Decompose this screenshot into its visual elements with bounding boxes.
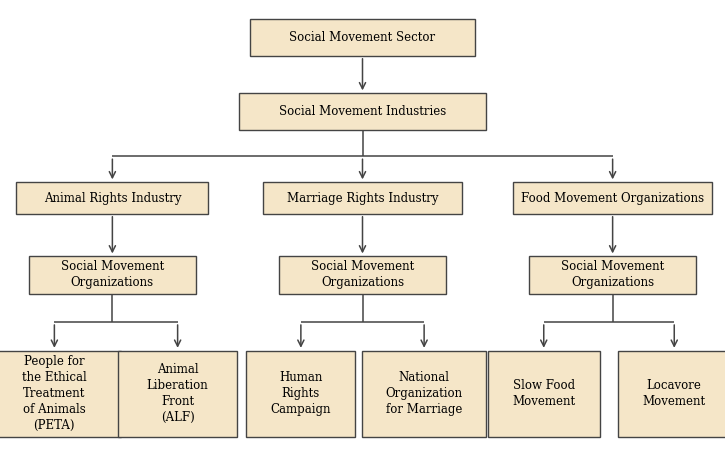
Text: Animal Rights Industry: Animal Rights Industry xyxy=(44,192,181,205)
Text: Social Movement
Organizations: Social Movement Organizations xyxy=(561,260,664,289)
FancyBboxPatch shape xyxy=(29,256,196,294)
FancyBboxPatch shape xyxy=(250,19,475,56)
Text: Marriage Rights Industry: Marriage Rights Industry xyxy=(287,192,438,205)
Text: National
Organization
for Marriage: National Organization for Marriage xyxy=(386,371,463,416)
FancyBboxPatch shape xyxy=(362,350,486,437)
FancyBboxPatch shape xyxy=(117,350,237,437)
Text: Locavore
Movement: Locavore Movement xyxy=(642,379,706,408)
FancyBboxPatch shape xyxy=(239,93,486,130)
FancyBboxPatch shape xyxy=(16,182,208,214)
Text: Social Movement Industries: Social Movement Industries xyxy=(279,105,446,118)
Text: Human
Rights
Campaign: Human Rights Campaign xyxy=(270,371,331,416)
FancyBboxPatch shape xyxy=(247,350,355,437)
Text: Social Movement Sector: Social Movement Sector xyxy=(289,31,436,44)
FancyBboxPatch shape xyxy=(262,182,462,214)
FancyBboxPatch shape xyxy=(279,256,446,294)
Text: Food Movement Organizations: Food Movement Organizations xyxy=(521,192,704,205)
Text: Animal
Liberation
Front
(ALF): Animal Liberation Front (ALF) xyxy=(146,363,209,424)
FancyBboxPatch shape xyxy=(487,350,600,437)
Text: Social Movement
Organizations: Social Movement Organizations xyxy=(61,260,164,289)
FancyBboxPatch shape xyxy=(513,182,712,214)
FancyBboxPatch shape xyxy=(529,256,696,294)
FancyBboxPatch shape xyxy=(618,350,725,437)
Text: Slow Food
Movement: Slow Food Movement xyxy=(512,379,576,408)
FancyBboxPatch shape xyxy=(0,350,121,437)
Text: People for
the Ethical
Treatment
of Animals
(PETA): People for the Ethical Treatment of Anim… xyxy=(22,355,87,432)
Text: Social Movement
Organizations: Social Movement Organizations xyxy=(311,260,414,289)
